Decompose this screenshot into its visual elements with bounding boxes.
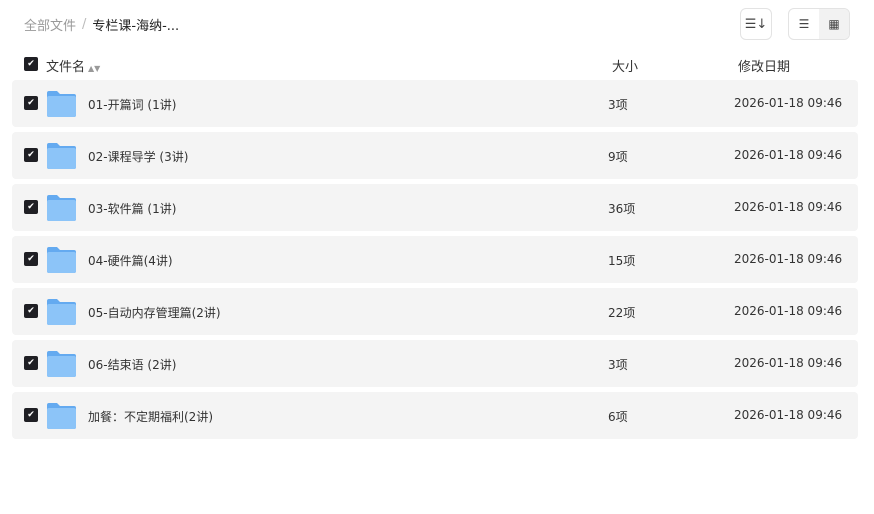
select-all-checkbox[interactable]: ✔ xyxy=(24,57,38,71)
file-size: 15项 xyxy=(608,254,636,268)
file-name[interactable]: 05-自动内存管理篇(2讲) xyxy=(88,306,221,320)
list-view-button[interactable]: ☰ xyxy=(789,9,819,39)
sort-button[interactable]: ☰↓ xyxy=(740,8,772,40)
row-checkbox[interactable]: ✔ xyxy=(24,408,38,422)
modified-date: 2026-01-18 09:46 xyxy=(734,148,843,162)
folder-icon xyxy=(47,351,76,377)
row-checkbox[interactable]: ✔ xyxy=(24,200,38,214)
row-checkbox[interactable]: ✔ xyxy=(24,148,38,162)
table-row[interactable]: ✔ 05-自动内存管理篇(2讲) 22项 2026-01-18 09:46 xyxy=(12,288,858,335)
modified-date: 2026-01-18 09:46 xyxy=(734,356,843,370)
file-size: 6项 xyxy=(608,410,628,424)
table-row[interactable]: ✔ 02-课程导学 (3讲) 9项 2026-01-18 09:46 xyxy=(12,132,858,179)
folder-icon xyxy=(47,91,76,117)
file-name[interactable]: 04-硬件篇(4讲) xyxy=(88,254,173,268)
modified-date: 2026-01-18 09:46 xyxy=(734,408,843,422)
modified-date: 2026-01-18 09:46 xyxy=(734,96,843,110)
breadcrumb: 全部文件 / 专栏课-海纳-... xyxy=(24,15,179,34)
table-header: ✔ 文件名 ▲▼ 大小 修改日期 xyxy=(0,56,874,75)
folder-icon xyxy=(47,247,76,273)
file-name[interactable]: 06-结束语 (2讲) xyxy=(88,358,177,372)
file-size: 3项 xyxy=(608,98,628,112)
view-toggle: ☰ ▦ xyxy=(788,8,850,40)
grid-view-icon: ▦ xyxy=(828,17,840,31)
modified-date: 2026-01-18 09:46 xyxy=(734,252,843,266)
folder-icon xyxy=(47,299,76,325)
row-checkbox[interactable]: ✔ xyxy=(24,96,38,110)
grid-view-button[interactable]: ▦ xyxy=(819,9,849,39)
folder-icon xyxy=(47,143,76,169)
date-column-header: 修改日期 xyxy=(738,60,791,75)
sort-icon: ☰↓ xyxy=(744,16,768,32)
table-row[interactable]: ✔ 01-开篇词 (1讲) 3项 2026-01-18 09:46 xyxy=(12,80,858,127)
row-checkbox[interactable]: ✔ xyxy=(24,304,38,318)
file-size: 3项 xyxy=(608,358,628,372)
table-row[interactable]: ✔ 04-硬件篇(4讲) 15项 2026-01-18 09:46 xyxy=(12,236,858,283)
file-name[interactable]: 01-开篇词 (1讲) xyxy=(88,98,177,112)
sort-toggle-icon[interactable]: ▲▼ xyxy=(88,64,101,73)
name-column-header[interactable]: 文件名 ▲▼ xyxy=(46,56,100,75)
name-header-label: 文件名 xyxy=(46,60,86,75)
table-row[interactable]: ✔ 加餐：不定期福利(2讲) 6项 2026-01-18 09:46 xyxy=(12,392,858,439)
modified-date: 2026-01-18 09:46 xyxy=(734,200,843,214)
list-view-icon: ☰ xyxy=(798,17,810,31)
file-size: 9项 xyxy=(608,150,628,164)
file-size: 36项 xyxy=(608,202,636,216)
folder-icon xyxy=(47,403,76,429)
file-name[interactable]: 02-课程导学 (3讲) xyxy=(88,150,189,164)
table-row[interactable]: ✔ 03-软件篇 (1讲) 36项 2026-01-18 09:46 xyxy=(12,184,858,231)
row-checkbox[interactable]: ✔ xyxy=(24,356,38,370)
file-size: 22项 xyxy=(608,306,636,320)
breadcrumb-current: 专栏课-海纳-... xyxy=(92,19,180,34)
breadcrumb-separator: / xyxy=(82,17,87,32)
size-column-header: 大小 xyxy=(612,60,639,75)
folder-icon xyxy=(47,195,76,221)
file-name[interactable]: 03-软件篇 (1讲) xyxy=(88,202,177,216)
row-checkbox[interactable]: ✔ xyxy=(24,252,38,266)
table-row[interactable]: ✔ 06-结束语 (2讲) 3项 2026-01-18 09:46 xyxy=(12,340,858,387)
modified-date: 2026-01-18 09:46 xyxy=(734,304,843,318)
file-name[interactable]: 加餐：不定期福利(2讲) xyxy=(88,410,213,424)
breadcrumb-root[interactable]: 全部文件 xyxy=(24,19,77,34)
